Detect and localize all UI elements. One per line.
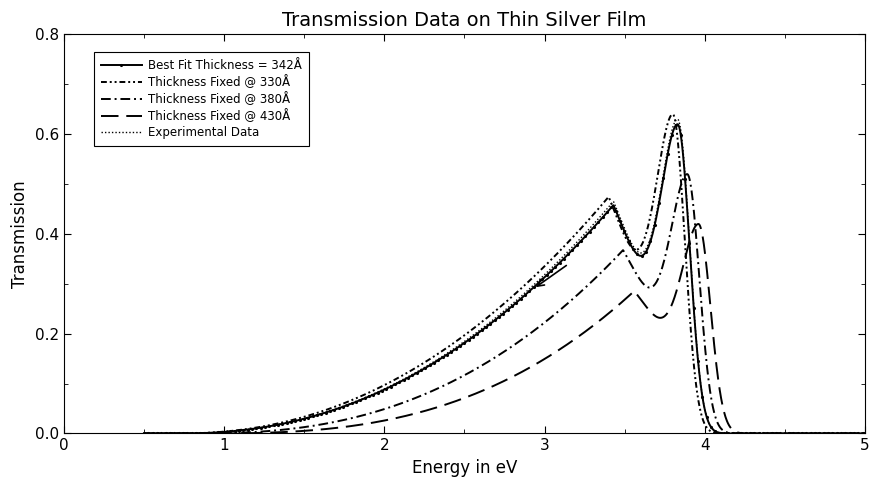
- Thickness Fixed @ 430Å: [693, 221, 704, 227]
- Thickness Fixed @ 430Å: [489, 383, 500, 388]
- Experimental Data: [707, 426, 717, 431]
- Experimental Data: [138, 430, 149, 436]
- Line: Experimental Data: Experimental Data: [144, 119, 865, 433]
- Thickness Fixed @ 380Å: [175, 430, 186, 436]
- Best Fit Thickness = 342Å: [470, 332, 481, 338]
- Title: Transmission Data on Thin Silver Film: Transmission Data on Thin Silver Film: [282, 11, 647, 30]
- Best Fit Thickness = 342Å: [707, 426, 717, 431]
- Best Fit Thickness = 342Å: [672, 122, 683, 127]
- Thickness Fixed @ 380Å: [707, 400, 717, 406]
- Thickness Fixed @ 330Å: [839, 430, 849, 436]
- Thickness Fixed @ 330Å: [138, 430, 149, 436]
- Experimental Data: [489, 316, 500, 322]
- Thickness Fixed @ 430Å: [860, 430, 870, 436]
- Experimental Data: [840, 430, 850, 436]
- Experimental Data: [672, 116, 683, 122]
- Thickness Fixed @ 330Å: [175, 430, 186, 436]
- Best Fit Thickness = 342Å: [840, 430, 850, 436]
- Best Fit Thickness = 342Å: [860, 430, 870, 436]
- Best Fit Thickness = 342Å: [489, 318, 500, 324]
- Line: Thickness Fixed @ 380Å: Thickness Fixed @ 380Å: [144, 174, 865, 433]
- Thickness Fixed @ 380Å: [682, 171, 692, 177]
- Thickness Fixed @ 330Å: [489, 309, 500, 315]
- Thickness Fixed @ 430Å: [707, 321, 717, 327]
- Line: Best Fit Thickness = 342Å: Best Fit Thickness = 342Å: [142, 122, 867, 435]
- Best Fit Thickness = 342Å: [175, 430, 186, 436]
- Thickness Fixed @ 330Å: [860, 430, 870, 436]
- Line: Thickness Fixed @ 430Å: Thickness Fixed @ 430Å: [144, 224, 865, 433]
- Thickness Fixed @ 380Å: [470, 366, 481, 372]
- Thickness Fixed @ 380Å: [138, 430, 149, 436]
- Experimental Data: [860, 430, 870, 436]
- Thickness Fixed @ 380Å: [860, 430, 870, 436]
- Thickness Fixed @ 330Å: [668, 111, 678, 117]
- Best Fit Thickness = 342Å: [839, 430, 849, 436]
- Thickness Fixed @ 430Å: [138, 430, 149, 436]
- X-axis label: Energy in eV: Energy in eV: [411, 459, 517, 477]
- Legend: Best Fit Thickness = 342Å, Thickness Fixed @ 330Å, Thickness Fixed @ 380Å, Thick: Best Fit Thickness = 342Å, Thickness Fix…: [93, 52, 309, 146]
- Thickness Fixed @ 380Å: [839, 430, 849, 436]
- Experimental Data: [175, 430, 186, 436]
- Thickness Fixed @ 330Å: [707, 429, 717, 435]
- Thickness Fixed @ 380Å: [840, 430, 850, 436]
- Best Fit Thickness = 342Å: [138, 430, 149, 436]
- Experimental Data: [470, 330, 481, 336]
- Thickness Fixed @ 430Å: [840, 430, 850, 436]
- Line: Thickness Fixed @ 330Å: Thickness Fixed @ 330Å: [144, 114, 865, 433]
- Thickness Fixed @ 330Å: [470, 324, 481, 330]
- Thickness Fixed @ 380Å: [489, 355, 500, 361]
- Thickness Fixed @ 430Å: [470, 391, 481, 397]
- Thickness Fixed @ 430Å: [175, 430, 186, 436]
- Experimental Data: [839, 430, 849, 436]
- Thickness Fixed @ 330Å: [840, 430, 850, 436]
- Y-axis label: Transmission: Transmission: [11, 180, 29, 288]
- Thickness Fixed @ 430Å: [839, 430, 849, 436]
